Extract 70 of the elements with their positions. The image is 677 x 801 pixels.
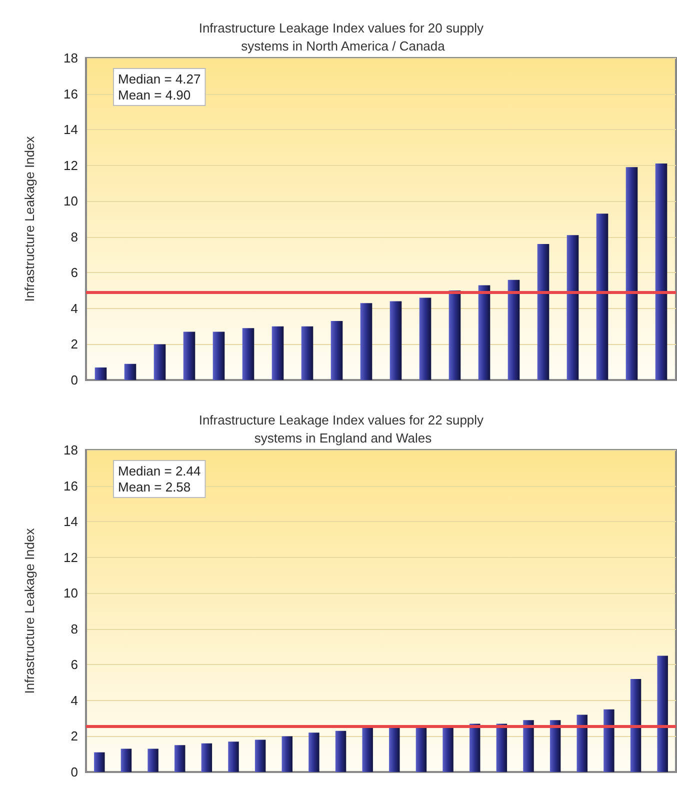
y-tick-label: 10 [64, 586, 78, 601]
bar [254, 740, 266, 772]
y-tick-label: 0 [70, 764, 78, 780]
bar [478, 285, 490, 380]
bar [212, 332, 225, 380]
bar [308, 732, 320, 772]
bar [389, 727, 400, 772]
bar [523, 720, 534, 772]
bar [576, 714, 588, 772]
y-tick-label: 2 [70, 728, 78, 744]
annotation: Median = 4.27 [118, 72, 201, 86]
y-tick-label: 0 [70, 372, 78, 388]
bar [335, 730, 346, 772]
chart-title: Infrastructure Leakage Index values for 22 supply systems in England and Wales [198, 412, 488, 446]
bar [362, 727, 373, 772]
y-tick-label: 2 [70, 336, 78, 352]
chart-title: Infrastructure Leakage Index values for 20 supply systems in North America / Canada [198, 20, 488, 54]
y-tick-label: 18 [64, 50, 78, 66]
bar [242, 328, 254, 380]
bar [419, 298, 432, 380]
y-tick-label: 10 [64, 194, 78, 209]
bar [442, 727, 454, 772]
bar [201, 743, 212, 772]
y-tick-label: 12 [64, 550, 78, 565]
bar [390, 301, 402, 380]
bar [124, 364, 136, 380]
bar [282, 736, 292, 772]
bar [448, 290, 461, 380]
bar [148, 748, 158, 772]
bar [508, 280, 520, 380]
bar [183, 332, 196, 380]
bar [630, 678, 642, 772]
annotation: Mean = 2.58 [118, 480, 191, 494]
bar [272, 326, 284, 380]
y-tick-label: 14 [64, 514, 78, 530]
y-axis-title: Infrastructure Leakage Index [22, 528, 37, 694]
bar [94, 752, 105, 772]
bar [228, 742, 239, 772]
y-tick-label: 16 [64, 478, 78, 494]
bar [596, 214, 608, 380]
bar [301, 326, 314, 380]
y-tick-label: 4 [70, 300, 78, 316]
bar [120, 748, 132, 772]
bar [360, 303, 372, 380]
y-axis-title: Infrastructure Leakage Index [22, 136, 37, 302]
bar [655, 164, 668, 380]
bar [496, 724, 508, 772]
bar [537, 244, 550, 380]
annotation: Median = 2.44 [118, 464, 201, 478]
bar [657, 656, 668, 772]
y-tick-label: 6 [70, 265, 78, 280]
bar [626, 167, 638, 380]
annotation: Mean = 4.90 [118, 88, 191, 102]
y-tick-label: 18 [64, 442, 78, 458]
y-tick-label: 16 [64, 86, 78, 102]
y-tick-label: 12 [64, 158, 78, 173]
y-tick-label: 8 [70, 229, 78, 244]
y-tick-label: 6 [70, 657, 78, 672]
y-tick-label: 8 [70, 621, 78, 636]
y-tick-label: 4 [70, 692, 78, 708]
bar [174, 745, 186, 772]
bar [604, 709, 614, 772]
y-tick-label: 14 [64, 122, 78, 138]
bar [330, 320, 343, 380]
bar [566, 235, 579, 380]
bar [470, 724, 480, 772]
bar [154, 344, 166, 380]
bar [416, 727, 427, 772]
bar [550, 720, 561, 772]
bar [94, 367, 107, 380]
